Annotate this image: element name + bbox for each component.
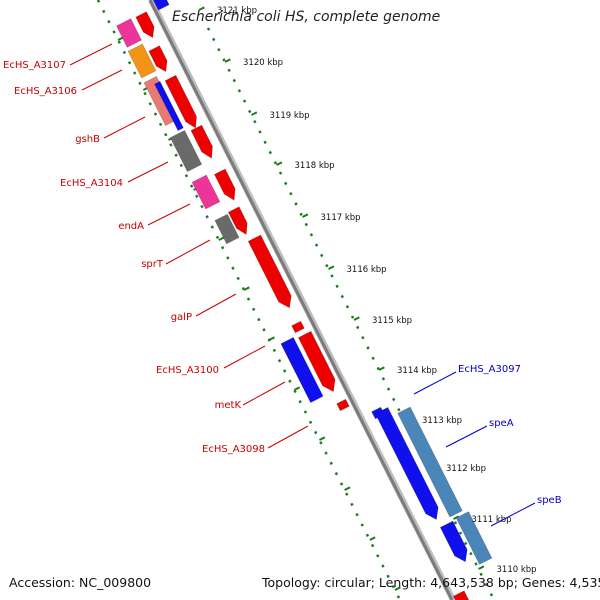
gene-label-speB: speB (537, 495, 562, 506)
gene-forward-6 (227, 206, 248, 236)
gene-label-endA: endA (118, 221, 144, 232)
right-tick (453, 515, 460, 520)
gene-speB-b (455, 511, 493, 565)
leader-line-left-4 (147, 203, 191, 226)
gene-EcHS_A3106 (127, 43, 157, 79)
leader-line-left-6 (195, 293, 237, 317)
gene-label-EcHS_A3104: EcHS_A3104 (60, 178, 123, 189)
leader-line-right-0 (413, 371, 457, 395)
left-tick (394, 586, 401, 591)
gene-sprT (214, 213, 240, 245)
right-tick (251, 111, 258, 116)
gene-label-sprT: sprT (141, 259, 164, 270)
left-tick (344, 486, 351, 491)
gene-forward-galP (247, 234, 292, 309)
ruler-label-5: 3116 kbp (347, 265, 387, 275)
right-tick (353, 316, 360, 321)
gene-label-EcHS_A3106: EcHS_A3106 (14, 86, 77, 97)
gene-label-gshB: gshB (75, 134, 100, 145)
gene-speB-a (439, 520, 468, 563)
gene-EcHS_A3107 (116, 18, 142, 48)
topology-label: Topology: circular; Length: 4,643,538 bp… (262, 575, 600, 590)
gene-forward-bottom (452, 590, 470, 600)
right-tick (224, 58, 231, 63)
gene-forward-2 (148, 45, 168, 73)
gene-EcHS_A3100 (280, 336, 324, 404)
gene-forward-4 (190, 124, 213, 159)
backbone-line (148, 0, 454, 600)
left-tick-marks (117, 36, 401, 591)
ruler-label-0: 3121 kbp (217, 6, 257, 16)
left-tick (293, 386, 301, 391)
kbp-ruler-labels: 3121 kbp 3120 kbp 3119 kbp 3118 kbp 3117 kbp… (217, 6, 537, 575)
gene-forward-3 (164, 74, 197, 129)
right-tick (198, 6, 205, 11)
gene-label-galP: galP (171, 312, 192, 323)
left-tick (243, 286, 250, 291)
leader-line-right-1 (445, 425, 488, 448)
leader-line-left-0 (69, 43, 113, 66)
ruler-label-6: 3115 kbp (372, 316, 412, 326)
ruler-label-2: 3119 kbp (270, 111, 310, 121)
left-tick (218, 236, 225, 241)
gene-gshB-b (154, 80, 184, 132)
ruler-label-9: 3112 kbp (446, 464, 486, 474)
left-tick (319, 436, 326, 441)
leader-line-left-9 (267, 425, 309, 449)
gene-EcHS_A3097 (374, 406, 439, 520)
ruler-label-4: 3117 kbp (321, 213, 361, 223)
leader-line-left-7 (223, 345, 266, 369)
gene-forward-5 (213, 168, 236, 201)
tick-track-left (96, 0, 402, 600)
gene-label-metK: metK (215, 400, 242, 411)
left-tick (369, 536, 376, 541)
gene-features (116, 0, 493, 600)
left-gene-labels: EcHS_A3107 EcHS_A3106 gshB EcHS_A3104 endA sp… (3, 43, 309, 455)
right-gene-labels: EcHS_A3097 speA speB (413, 364, 562, 527)
gene-forward-small (291, 320, 305, 334)
ruler-label-7: 3114 kbp (397, 366, 437, 376)
ruler-label-11: 3110 kbp (497, 565, 537, 575)
right-tick (328, 265, 335, 270)
right-tick (478, 565, 485, 570)
leader-line-left-5 (165, 239, 211, 265)
right-tick (378, 366, 385, 371)
leader-line-right-2 (490, 502, 536, 527)
gene-forward-tiny (336, 398, 350, 412)
gene-top-reverse (152, 0, 170, 11)
gene-forward-1 (135, 11, 155, 39)
left-tick (268, 336, 275, 341)
leader-line-left-3 (127, 161, 169, 183)
gene-label-EcHS_A3100: EcHS_A3100 (156, 365, 219, 376)
gene-endA (191, 174, 221, 210)
ruler-label-8: 3113 kbp (422, 416, 462, 426)
ruler-label-10: 3111 kbp (472, 515, 512, 525)
leader-line-left-2 (103, 116, 146, 139)
gene-forward-metK (297, 330, 336, 393)
ruler-label-1: 3120 kbp (243, 58, 283, 68)
accession-label: Accession: NC_009800 (9, 575, 152, 590)
gene-label-EcHS_A3097: EcHS_A3097 (458, 364, 521, 375)
gene-speA (397, 406, 463, 518)
ruler-label-3: 3118 kbp (295, 161, 335, 171)
right-tick (302, 213, 309, 218)
gene-label-EcHS_A3098: EcHS_A3098 (202, 444, 265, 455)
gene-EcHS_A3104 (169, 129, 203, 173)
gene-label-speA: speA (489, 418, 514, 429)
leader-line-left-8 (242, 381, 286, 406)
leader-line-left-1 (81, 69, 123, 91)
right-tick (276, 161, 283, 166)
backbone-axis (148, 0, 456, 600)
genome-title: Escherichia coli HS, complete genome (172, 9, 441, 25)
left-dotted-track (96, 0, 402, 600)
gene-label-EcHS_A3107: EcHS_A3107 (3, 60, 66, 71)
